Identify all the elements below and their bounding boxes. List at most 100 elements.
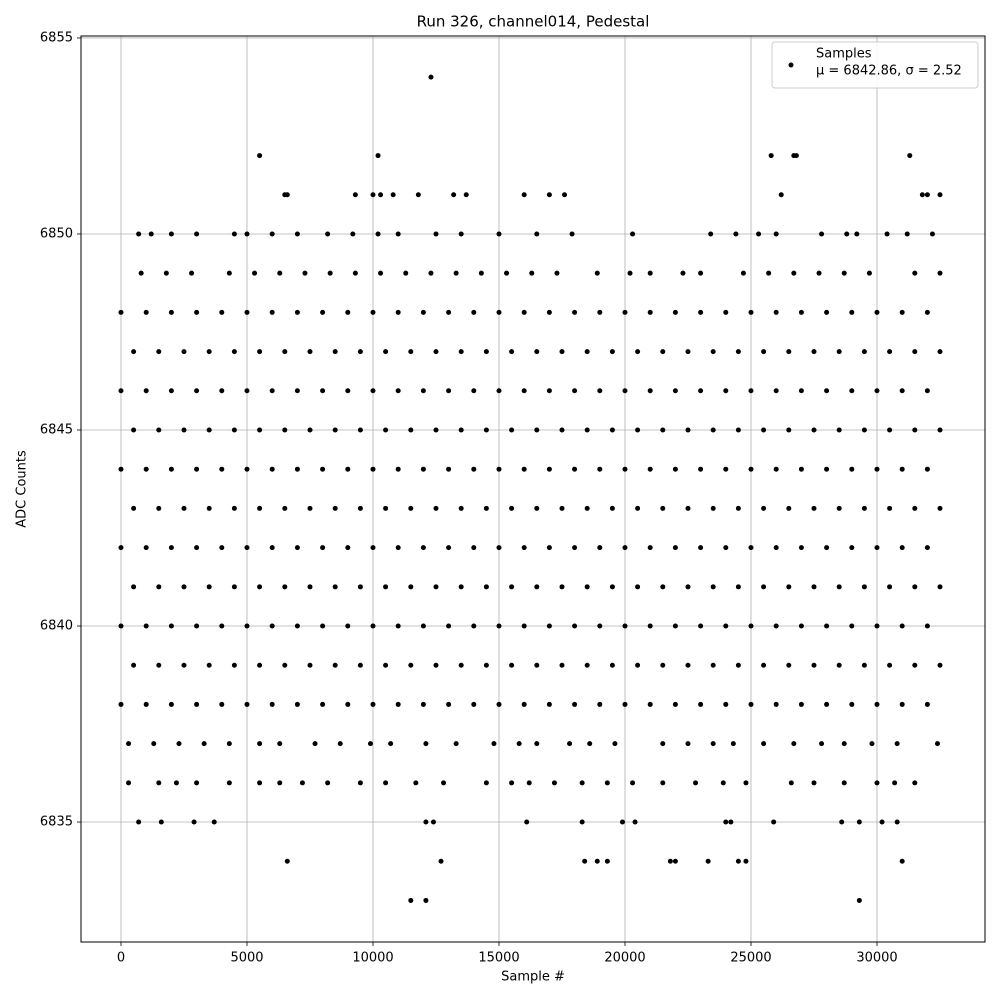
point bbox=[458, 662, 464, 668]
point bbox=[559, 505, 565, 511]
point bbox=[551, 780, 557, 786]
point bbox=[320, 545, 326, 551]
point bbox=[257, 349, 263, 355]
point bbox=[282, 427, 288, 433]
point bbox=[773, 623, 779, 629]
point bbox=[277, 780, 283, 786]
point bbox=[219, 623, 225, 629]
point bbox=[136, 231, 142, 237]
point bbox=[388, 741, 394, 747]
point bbox=[685, 741, 691, 747]
point bbox=[307, 427, 313, 433]
point bbox=[680, 270, 686, 276]
point bbox=[660, 505, 666, 511]
point bbox=[836, 662, 842, 668]
point bbox=[609, 584, 615, 590]
point bbox=[546, 623, 552, 629]
point bbox=[735, 584, 741, 590]
point bbox=[420, 388, 426, 394]
point bbox=[244, 231, 250, 237]
point bbox=[710, 662, 716, 668]
point bbox=[559, 662, 565, 668]
point bbox=[458, 349, 464, 355]
point bbox=[912, 349, 918, 355]
x-tick-label: 25000 bbox=[730, 951, 771, 966]
point bbox=[824, 388, 830, 394]
point bbox=[728, 819, 734, 825]
point bbox=[798, 545, 804, 551]
point bbox=[194, 309, 200, 315]
point bbox=[861, 662, 867, 668]
point bbox=[504, 270, 510, 276]
point bbox=[244, 309, 250, 315]
point bbox=[791, 270, 797, 276]
point bbox=[413, 780, 419, 786]
point bbox=[320, 388, 326, 394]
point bbox=[937, 192, 943, 198]
point bbox=[609, 427, 615, 433]
point bbox=[332, 662, 338, 668]
point bbox=[131, 349, 137, 355]
point bbox=[622, 388, 628, 394]
point bbox=[433, 349, 439, 355]
point bbox=[660, 349, 666, 355]
point bbox=[723, 701, 729, 707]
point bbox=[138, 270, 144, 276]
point bbox=[126, 780, 132, 786]
point bbox=[761, 741, 767, 747]
point bbox=[907, 153, 913, 159]
point bbox=[786, 349, 792, 355]
point bbox=[325, 231, 331, 237]
x-tick-label: 10000 bbox=[352, 951, 393, 966]
point bbox=[924, 388, 930, 394]
point bbox=[131, 505, 137, 511]
point bbox=[244, 545, 250, 551]
x-tick-label: 5000 bbox=[230, 951, 263, 966]
point bbox=[534, 231, 540, 237]
point bbox=[937, 584, 943, 590]
point bbox=[756, 231, 762, 237]
point bbox=[798, 623, 804, 629]
point bbox=[395, 623, 401, 629]
point bbox=[534, 505, 540, 511]
point bbox=[824, 545, 830, 551]
point bbox=[824, 466, 830, 472]
point bbox=[395, 231, 401, 237]
point bbox=[345, 466, 351, 472]
point bbox=[546, 192, 552, 198]
point bbox=[861, 427, 867, 433]
point bbox=[892, 780, 898, 786]
point bbox=[176, 741, 182, 747]
point bbox=[453, 741, 459, 747]
point bbox=[181, 349, 187, 355]
point bbox=[395, 309, 401, 315]
point bbox=[219, 545, 225, 551]
point bbox=[559, 427, 565, 433]
point bbox=[554, 270, 560, 276]
point bbox=[173, 780, 179, 786]
point bbox=[509, 662, 515, 668]
point bbox=[879, 819, 885, 825]
point bbox=[390, 192, 396, 198]
point bbox=[496, 309, 502, 315]
point bbox=[231, 662, 237, 668]
point bbox=[211, 819, 217, 825]
point bbox=[257, 153, 263, 159]
point bbox=[206, 662, 212, 668]
point bbox=[378, 192, 384, 198]
point bbox=[647, 388, 653, 394]
point bbox=[415, 192, 421, 198]
point bbox=[766, 270, 772, 276]
point bbox=[698, 701, 704, 707]
point bbox=[282, 584, 288, 590]
plot-frame bbox=[80, 35, 986, 943]
point bbox=[904, 231, 910, 237]
point bbox=[395, 388, 401, 394]
point bbox=[534, 741, 540, 747]
point bbox=[635, 349, 641, 355]
point bbox=[206, 505, 212, 511]
point bbox=[282, 349, 288, 355]
point bbox=[478, 270, 484, 276]
point bbox=[201, 741, 207, 747]
